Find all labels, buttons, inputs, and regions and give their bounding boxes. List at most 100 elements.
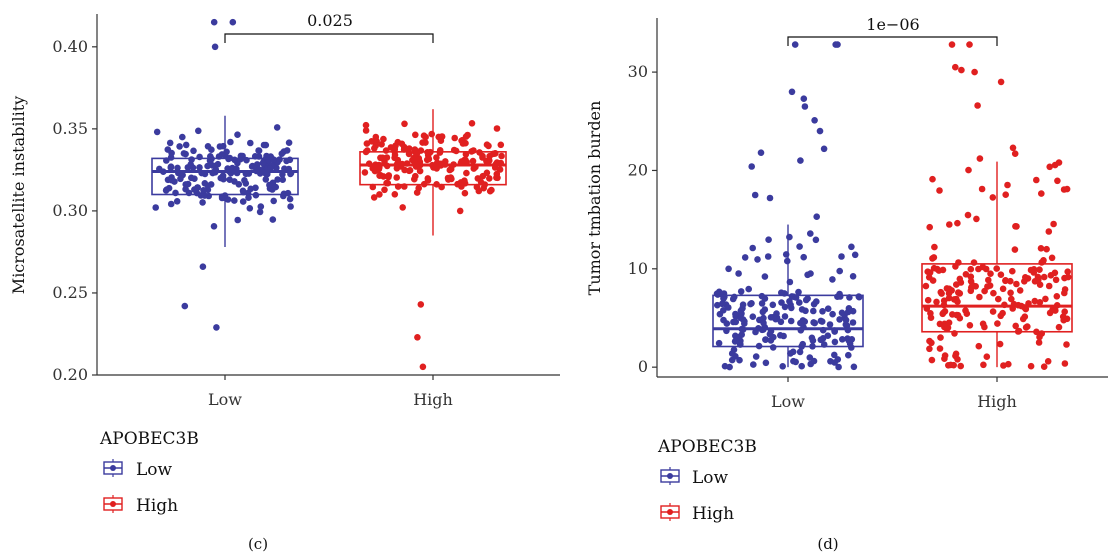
c-points-layer [152,18,505,371]
data-point [812,236,820,244]
data-point [380,135,387,143]
data-point [769,301,777,309]
outlier-point [757,149,765,156]
d-y-axis-label: Tumor tmbation burden [585,101,604,296]
y-tick-label: 0.20 [52,365,88,384]
data-point [752,328,759,336]
y-tick-label: 30 [628,62,648,81]
data-point [963,310,971,318]
data-point [978,185,986,193]
data-point [760,319,767,327]
data-point [406,167,414,174]
data-point [926,337,933,345]
data-point [270,156,277,163]
d-legend-key-low [660,467,680,485]
data-point [844,308,852,316]
data-point [725,304,732,311]
data-point [926,223,933,231]
data-point [179,133,186,141]
data-point [715,339,723,347]
data-point [1051,161,1059,169]
data-point [819,308,826,315]
data-point [167,200,175,208]
data-point [1043,245,1050,253]
data-point [1055,323,1063,331]
data-point [1036,281,1044,289]
d-p-value-label: 1e−06 [866,15,919,34]
data-point [286,156,294,164]
data-point [980,361,987,369]
data-point [953,311,960,319]
data-point [964,211,972,219]
data-point [798,362,805,370]
data-point [216,143,224,150]
data-point [1064,273,1072,281]
data-point [795,288,802,296]
data-point [1048,254,1056,262]
y-tick-label: 0.35 [52,119,88,138]
data-point [173,198,181,205]
data-point [184,180,192,188]
data-point [1009,267,1016,275]
data-point [1045,282,1053,290]
data-point [787,350,794,357]
panel-c: 0.20 0.25 0.30 0.35 0.40 Low High Microsatell… [9,11,560,553]
data-point [237,152,245,160]
data-point [278,150,286,157]
data-point [975,342,983,350]
data-point [973,215,980,223]
data-point [778,299,785,306]
data-point [781,313,789,320]
data-point [990,289,997,297]
outlier-point [1009,144,1017,152]
data-point [493,125,501,132]
data-point [999,285,1007,293]
data-point [381,186,388,194]
data-point [234,131,241,138]
data-point [425,149,433,156]
data-point [424,175,432,182]
data-point [191,186,198,193]
data-point [826,321,834,328]
data-point [950,361,957,369]
outlier-point [832,41,839,48]
data-point [195,127,202,135]
data-point [745,285,752,293]
data-point [285,139,293,146]
data-point [940,297,948,305]
data-point [777,318,785,326]
data-point [422,133,429,141]
data-point [231,197,238,204]
data-point [838,309,846,317]
data-point [849,319,857,326]
outlier-point [791,41,799,48]
data-point [926,269,934,276]
data-point [933,298,940,306]
outlier-point [419,363,427,371]
data-point [929,175,936,183]
data-point [809,337,817,344]
data-point [485,142,492,150]
data-point [479,152,486,160]
data-point [1038,259,1045,266]
data-point [1061,308,1068,316]
box-high [921,263,1073,333]
data-point [738,310,745,317]
c-significance-bracket [224,33,434,43]
d-legend-key-high [660,503,680,521]
data-point [836,316,843,323]
x-tick-label: Low [771,392,805,411]
data-point [269,216,277,223]
data-point [842,316,850,324]
data-point [813,298,820,305]
data-point [412,131,419,139]
data-point [792,358,799,366]
c-x-ticks: Low High [208,375,453,409]
data-point [1002,277,1009,285]
outlier-point [976,155,984,162]
data-point [433,154,440,161]
d-significance-bracket [787,36,998,46]
data-point [796,348,804,356]
data-point [835,363,842,371]
panel-d: 0 10 20 30 Low High Tumor tmbation burden 1e… [585,15,1108,553]
